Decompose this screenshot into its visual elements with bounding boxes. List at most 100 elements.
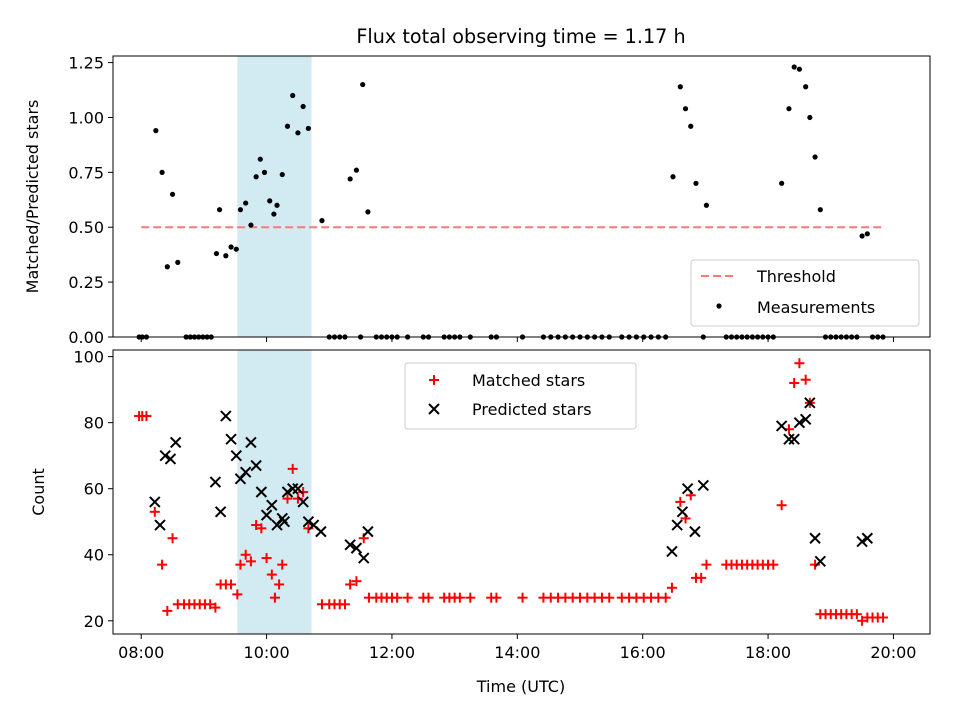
predicted-star-point [209, 476, 222, 488]
measurement-point [803, 84, 809, 90]
matched-star-point [226, 579, 237, 590]
matched-star-point [696, 572, 707, 583]
predicted-star-point [775, 420, 788, 432]
marker-stroke [689, 525, 701, 538]
predicted-star-point [220, 410, 232, 422]
predicted-star-point [154, 519, 166, 531]
marker-stroke [775, 420, 788, 432]
matched-star-point [210, 602, 221, 613]
matched-star-point [517, 592, 528, 603]
ratio-x-axis [140, 337, 894, 342]
marker-stroke [149, 496, 161, 508]
predicted-star-point [344, 539, 356, 551]
legend-measurement-swatch [716, 303, 722, 309]
legend-measurement-label: Measurements [757, 298, 875, 317]
measurement-point [365, 209, 371, 215]
marker-stroke [809, 532, 821, 544]
x-axis-label: Time (UTC) [476, 677, 565, 696]
x-tick-label: 18:00 [745, 643, 791, 662]
legend-matched-swatch [429, 375, 439, 385]
measurement-point [347, 176, 353, 182]
matched-star-point [232, 589, 243, 600]
measurement-point [353, 167, 360, 173]
matched-star-point [701, 559, 712, 570]
predicted-star-point [814, 555, 827, 568]
matched-star-point [149, 506, 160, 517]
count-y-axis-label: Count [29, 468, 48, 516]
matched-star-point [465, 592, 476, 603]
marker-stroke [861, 532, 874, 544]
predicted-star-point [297, 496, 309, 508]
legend-frame [404, 362, 637, 430]
predicted-star-point [350, 542, 363, 554]
matched-star-point [277, 559, 288, 570]
measurement-point [290, 92, 296, 99]
marker-stroke [281, 486, 294, 498]
marker-stroke [266, 499, 278, 511]
measurement-point [859, 233, 865, 239]
legend-matched-marker [429, 375, 439, 385]
predicted-star-point [266, 499, 278, 511]
ratio-axes-frame [112, 55, 931, 338]
matched-star-point [392, 592, 403, 603]
measurement-point [305, 125, 311, 132]
matched-star-point [157, 559, 168, 570]
matched-star-point [776, 500, 787, 511]
measurement-point [274, 202, 280, 208]
ratio-legend: Threshold Measurements [690, 259, 920, 327]
legend-predicted-marker [428, 403, 440, 415]
measurement-point [248, 222, 254, 228]
measurement-point [786, 106, 792, 112]
marker-stroke [307, 519, 320, 531]
marker-stroke [154, 519, 166, 531]
matched-star-point [205, 599, 216, 610]
measurement-point [864, 231, 870, 237]
measurement-point [295, 130, 301, 136]
marker-stroke [239, 466, 252, 478]
measurement-point [271, 211, 277, 217]
ratio-y-axis: 0.00 0.25 0.50 0.75 1.00 1.25 [68, 54, 113, 347]
predicted-star-point [362, 525, 374, 538]
x-tick-label: 12:00 [369, 643, 415, 662]
marker-stroke [292, 482, 304, 495]
matched-star-point [768, 559, 779, 570]
count-x-axis: 08:00 10:00 12:00 14:00 16:00 18:00 20:00 [118, 634, 916, 662]
predicted-star-point [230, 449, 242, 462]
measurement-point [791, 64, 797, 70]
legend-predicted-swatch [428, 403, 440, 415]
predicted-star-point [799, 413, 812, 426]
matched-star-point [666, 582, 677, 593]
x-tick-label: 16:00 [620, 643, 666, 662]
marker-stroke [783, 433, 795, 445]
measurement-point [159, 169, 165, 175]
predicted-star-point [164, 453, 177, 465]
marker-stroke [214, 506, 227, 518]
marker-stroke [220, 410, 232, 422]
matched-star-point [287, 463, 298, 474]
predicted-star-point [281, 486, 294, 498]
marker-stroke [260, 509, 273, 521]
matched-star-point [274, 579, 285, 590]
measurement-point [807, 114, 813, 121]
marker-stroke [804, 397, 816, 409]
marker-stroke [788, 433, 800, 445]
y-tick-label: 0.25 [68, 273, 104, 292]
marker-stroke [362, 525, 374, 538]
measurement-point [153, 128, 159, 134]
x-tick-label: 20:00 [870, 643, 916, 662]
marker-stroke [315, 525, 327, 538]
y-tick-label: 0.75 [68, 163, 104, 182]
predicted-star-point [358, 552, 370, 564]
measurement-point [253, 174, 259, 180]
measurement-point [670, 174, 676, 180]
y-tick-label: 40 [84, 546, 104, 565]
predicted-star-point [856, 535, 868, 548]
count-legend: Matched stars Predicted stars [404, 362, 637, 430]
marker-stroke [302, 516, 315, 528]
predicted-star-point [804, 397, 816, 409]
marker-stroke [681, 482, 694, 495]
measurement-point [233, 246, 239, 252]
measurement-point [688, 123, 694, 129]
matched-star-point [266, 569, 277, 580]
count-axes-frame [112, 349, 931, 635]
